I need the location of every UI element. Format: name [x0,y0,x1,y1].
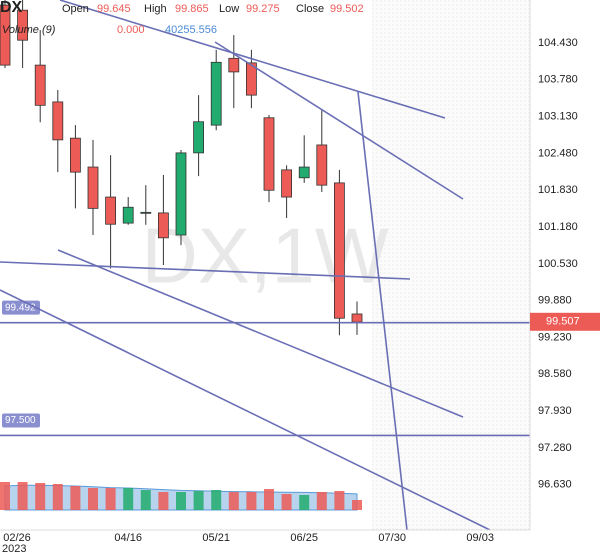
candle-body [87,166,99,209]
volume-bar [88,488,98,510]
last-price-label: 99.507 [546,316,580,328]
y-tick-label: 99.230 [538,331,572,343]
candle-body [298,166,310,179]
candle-body [263,117,275,191]
candle-body [245,62,257,96]
candle-body [157,212,169,239]
y-tick-label: 97.930 [538,405,572,417]
future-region [372,0,530,530]
trendline [357,91,408,531]
y-tick-label: 96.630 [538,479,572,491]
candle-body [17,9,29,41]
candle-body [281,169,293,198]
volume-bar [140,490,151,510]
candle-body [351,313,363,323]
volume-bar [281,494,292,510]
y-tick-label: 103.130 [538,111,578,123]
price-line-tag [2,413,40,428]
value: 40255.556 [165,24,217,36]
candle-body [52,101,64,141]
y-tick-label: 101.180 [538,221,578,233]
candle-body [140,211,152,214]
volume-bar [158,492,169,510]
volume-bar [211,490,222,510]
label: High [144,3,167,15]
candle-body [333,182,345,319]
candle-body [175,152,187,236]
label: Low [219,3,239,15]
candle-body [0,4,11,66]
y-tick-label: 102.480 [538,147,578,159]
x-tick-label: 09/03 [466,532,494,544]
price-line-label: 97.500 [5,415,36,426]
candle-body [34,64,46,106]
y-tick-label: 103.780 [538,74,578,86]
y-tick-label: 97.280 [538,442,572,454]
label: Volume (9) [2,24,56,36]
volume-bar [105,488,116,510]
x-tick-label: 04/16 [114,532,142,544]
value: 99.502 [330,3,364,15]
y-tick-label: 99.880 [538,295,572,307]
x-tick-label: 05/21 [202,532,230,544]
value: 99.865 [175,3,209,15]
volume-bar [264,489,274,510]
price-axis [530,0,600,558]
volume-bar [299,495,310,510]
volume-bar [70,486,81,510]
trendline [214,41,464,200]
price-line-label: 99.492 [5,302,36,313]
volume-bar [316,492,327,510]
trendline [57,249,464,418]
last-price-tag [530,312,600,331]
trendline [59,0,446,119]
x-tick-label: 06/25 [290,532,318,544]
year-label: 2023 [2,543,26,555]
volume-bar [193,491,204,510]
trendline [0,289,491,531]
volume-bar [246,492,257,510]
candle-body [228,57,240,73]
volume-bar [17,482,28,510]
volume-bar [334,491,345,510]
y-tick-label: 100.530 [538,258,578,270]
volume-bar [52,484,63,510]
candle-body [70,137,81,173]
y-tick-label: 98.580 [538,368,572,380]
volume-bar [35,483,46,510]
header: DX Open 99.645 High 99.865 Low 99.275 Cl… [0,0,364,36]
candle-body [105,196,116,225]
volume-bar [123,488,134,510]
symbol: DX [0,0,23,16]
candle-body [316,144,328,186]
value: 99.645 [97,3,131,15]
value: 0.000 [117,24,145,36]
candle-body [122,206,134,224]
time-axis [0,530,530,558]
label: Open [62,3,89,15]
volume-bar [352,500,362,510]
volume-bar [228,492,239,510]
trendline [0,261,411,280]
candle-body [210,61,222,126]
x-tick-label: 07/30 [378,532,406,544]
y-tick-label: 104.430 [538,37,578,49]
candle-body [193,121,205,154]
trendlines [0,0,491,531]
y-tick-label: 101.830 [538,184,578,196]
volume-bar [176,492,186,510]
value: 99.275 [246,3,280,15]
volume-bar [0,482,10,510]
label: Close [296,3,324,15]
x-tick-label: 02/26 [3,532,31,544]
